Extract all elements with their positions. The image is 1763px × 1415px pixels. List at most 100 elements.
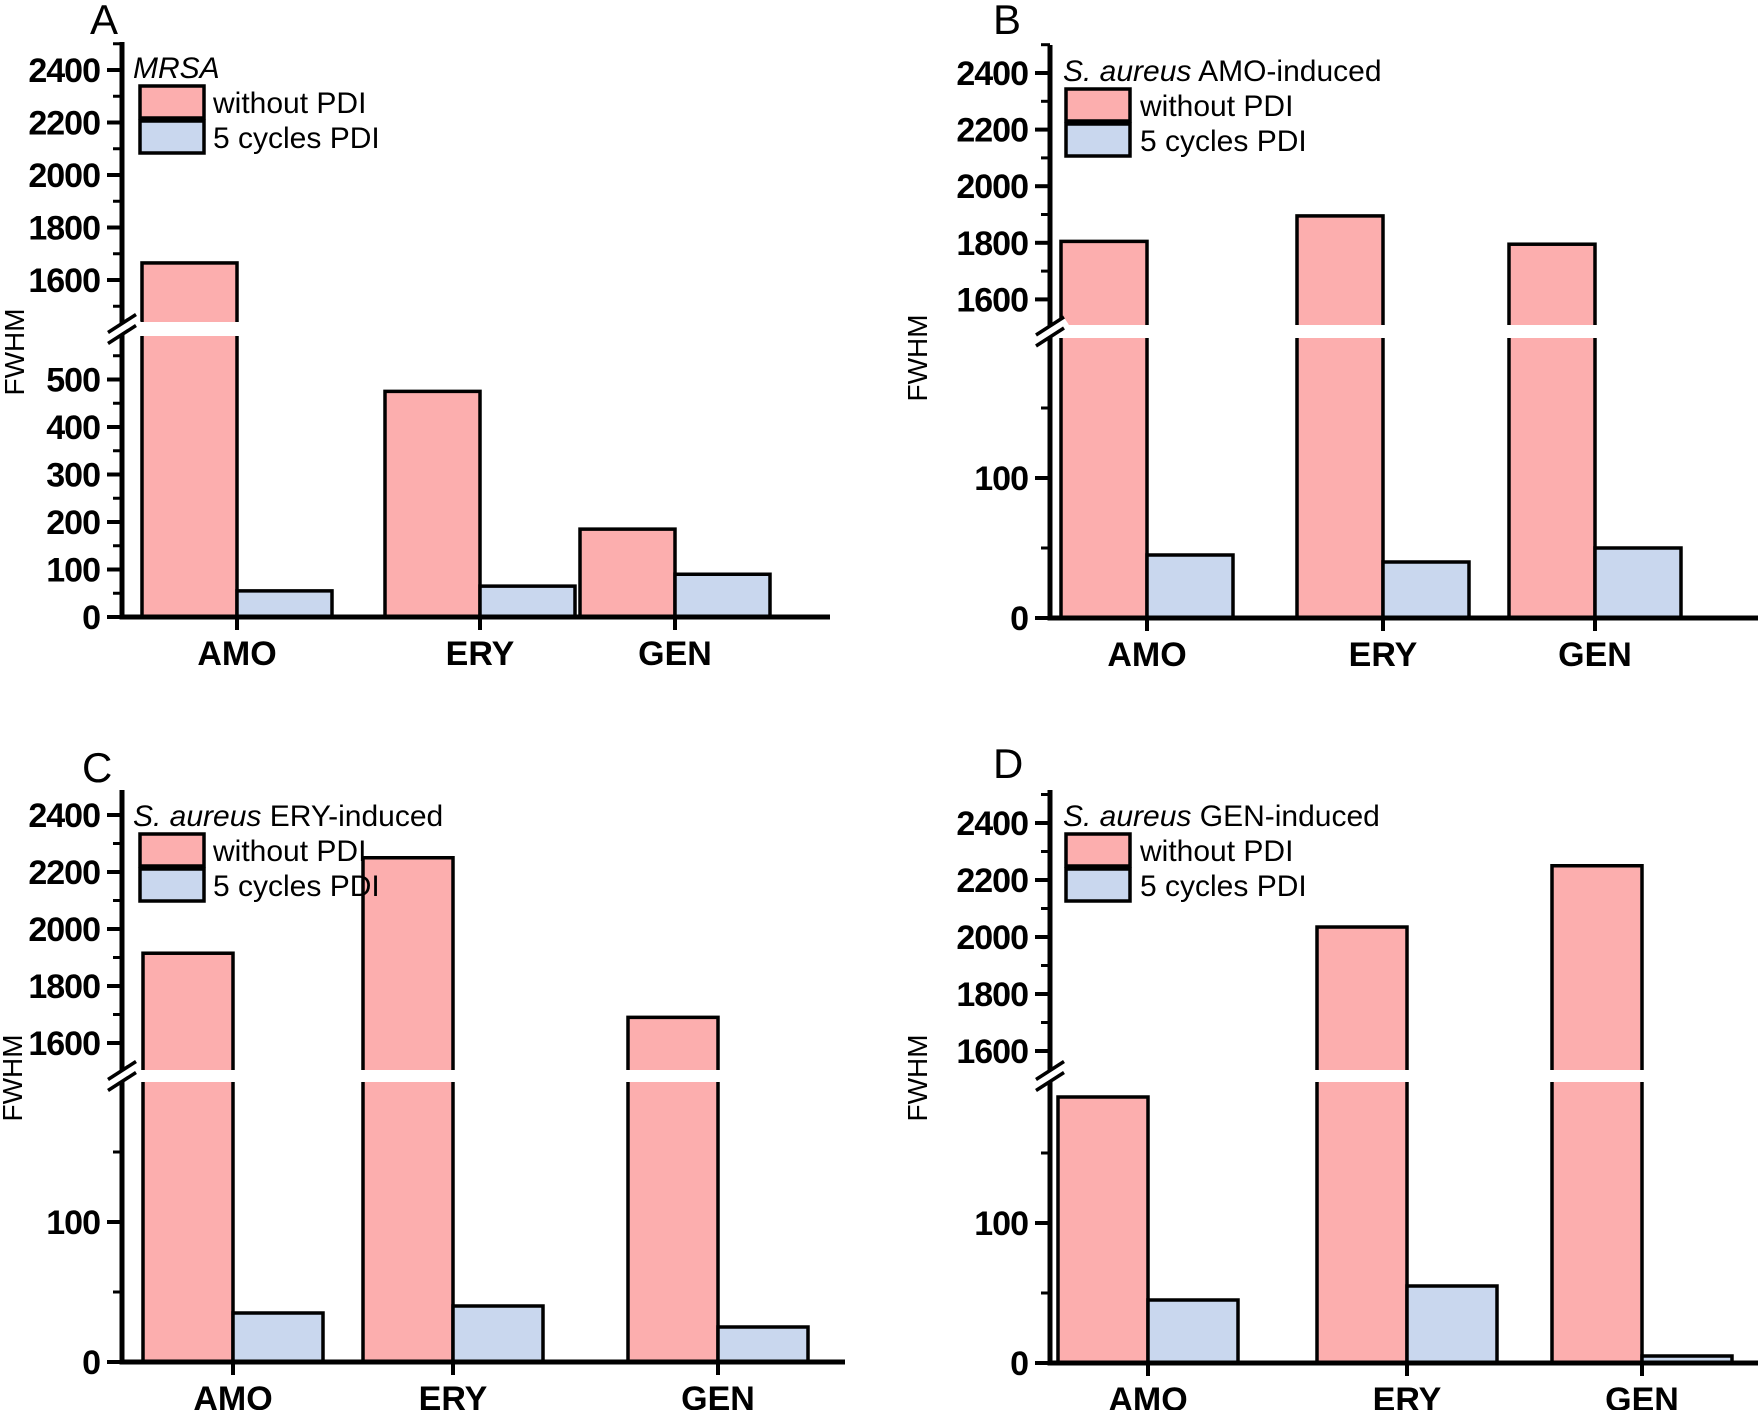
axis-break-gap-ery — [1314, 1070, 1410, 1082]
x-category-label: ERY — [1373, 1381, 1442, 1410]
panel-title: S. aureus GEN-induced — [1063, 800, 1380, 833]
bar-amo-5-cycles-pdi — [235, 589, 334, 619]
axis-break-eraser — [1031, 1060, 1069, 1092]
axis-break-slash-1 — [107, 1060, 137, 1081]
y-tick-label: 2200 — [956, 112, 1028, 150]
bar-ery-without-pdi — [361, 856, 455, 1364]
panel-letter: D — [993, 740, 1023, 787]
legend-label-5-cycles-pdi: 5 cycles PDI — [213, 122, 380, 155]
axis-break-eraser — [1031, 316, 1069, 347]
y-tick-label: 2400 — [956, 55, 1028, 93]
bar-ery-5-cycles-pdi — [478, 584, 577, 619]
x-category-label: ERY — [1349, 636, 1418, 674]
bar-ery-5-cycles-pdi — [1381, 560, 1471, 620]
y-tick-label: 1600 — [28, 262, 100, 300]
legend-label-5-cycles-pdi: 5 cycles PDI — [1140, 125, 1307, 158]
panel-letter: C — [82, 744, 112, 791]
legend-label-without-pdi: without PDI — [212, 835, 366, 868]
y-tick-label: 1800 — [956, 225, 1028, 263]
y-axis-title: FWHM — [0, 308, 30, 395]
legend-swatch-without-pdi — [138, 84, 206, 120]
x-category-label: AMO — [1107, 636, 1186, 674]
y-tick-label: 1600 — [956, 281, 1028, 319]
axis-break-slash-2 — [107, 1071, 137, 1092]
bar-amo-5-cycles-pdi — [1146, 1298, 1240, 1365]
bar-ery-without-pdi — [383, 389, 482, 619]
y-tick-label: 200 — [46, 504, 100, 542]
y-tick-label: 2000 — [28, 911, 100, 949]
y-tick-label: 100 — [46, 1204, 100, 1242]
y-tick-label: 1600 — [28, 1025, 100, 1063]
legend-swatch-without-pdi — [1064, 87, 1132, 123]
x-category-label: GEN — [1605, 1381, 1679, 1410]
bar-amo-5-cycles-pdi — [1145, 553, 1235, 620]
x-category-label: ERY — [419, 1380, 488, 1410]
axis-break-slash-1 — [1035, 315, 1065, 337]
axis-break-slash-1 — [107, 313, 137, 334]
x-category-label: AMO — [197, 635, 276, 673]
panel-A: 0 100 200 300 400 500 1600 1800 2000 2200 2400 AMO E… — [0, 0, 830, 673]
legend-swatch-5-cycles-pdi — [1064, 122, 1132, 158]
bar-amo-without-pdi — [1059, 239, 1149, 620]
bar-amo-without-pdi — [140, 261, 239, 619]
axis-break-gap-ery — [1294, 325, 1386, 338]
legend-label-without-pdi: without PDI — [1139, 835, 1293, 868]
y-tick-label: 0 — [82, 1344, 100, 1382]
axis-break-gap-gen — [1506, 325, 1598, 338]
y-axis-title: FWHM — [902, 1034, 933, 1121]
bar-gen-5-cycles-pdi — [673, 572, 772, 619]
bar-gen-without-pdi — [1507, 242, 1597, 620]
y-tick-label: 400 — [46, 409, 100, 447]
axis-break-gap-amo — [139, 322, 240, 336]
panel-B: 0 100 1600 1800 2000 2200 2400 AMO ERY GEN B S. aur… — [902, 0, 1758, 674]
bar-amo-without-pdi — [1056, 1095, 1150, 1365]
legend-swatch-5-cycles-pdi — [138, 867, 206, 903]
legend-swatch-without-pdi — [1064, 832, 1132, 868]
y-tick-label: 100 — [974, 460, 1028, 498]
axis-break-slash-2 — [107, 324, 137, 345]
bar-gen-5-cycles-pdi — [716, 1325, 810, 1364]
y-tick-label: 300 — [46, 457, 100, 495]
y-tick-label: 1800 — [28, 968, 100, 1006]
x-category-label: GEN — [681, 1380, 755, 1410]
y-tick-label: 2400 — [28, 797, 100, 835]
legend-label-without-pdi: without PDI — [1139, 90, 1293, 123]
legend-swatch-5-cycles-pdi — [138, 119, 206, 155]
legend-label-5-cycles-pdi: 5 cycles PDI — [1140, 870, 1307, 903]
legend-swatch-5-cycles-pdi — [1064, 867, 1132, 903]
bar-ery-without-pdi — [1315, 925, 1409, 1365]
bar-amo-5-cycles-pdi — [231, 1311, 325, 1364]
bar-gen-5-cycles-pdi — [1593, 546, 1683, 620]
axis-break-gap-ery — [360, 1070, 456, 1082]
y-tick-label: 500 — [46, 362, 100, 400]
y-tick-label: 1800 — [28, 210, 100, 248]
panel-title: MRSA — [133, 52, 220, 85]
y-tick-label: 1800 — [956, 976, 1028, 1014]
x-category-label: AMO — [1108, 1381, 1187, 1410]
y-tick-label: 2200 — [28, 105, 100, 143]
panel-C: 0 100 1600 1800 2000 2200 2400 AMO ERY GEN C S. aur… — [0, 744, 845, 1415]
axis-break-gap-amo — [140, 1070, 236, 1082]
axis-break-slash-1 — [1035, 1060, 1065, 1081]
y-tick-label: 2000 — [956, 919, 1028, 957]
y-tick-label: 2000 — [28, 157, 100, 195]
axis-break-slash-2 — [1035, 1071, 1065, 1092]
axis-break-eraser — [103, 313, 141, 345]
bar-amo-without-pdi — [141, 951, 235, 1364]
axis-break-gap-gen — [1549, 1070, 1645, 1082]
bar-gen-without-pdi — [626, 1015, 720, 1364]
y-tick-label: 2400 — [956, 805, 1028, 843]
y-tick-label: 100 — [46, 552, 100, 590]
panel-title: S. aureus ERY-induced — [133, 800, 443, 833]
panel-D: 0 100 1600 1800 2000 2200 2400 AMO ERY GEN D S. aur… — [902, 740, 1758, 1415]
panel-title: S. aureus AMO-induced — [1063, 55, 1382, 88]
y-tick-label: 1600 — [956, 1033, 1028, 1071]
panel-letter: A — [90, 0, 118, 43]
y-axis-title: FWHM — [0, 1034, 28, 1121]
legend-label-5-cycles-pdi: 5 cycles PDI — [213, 870, 380, 903]
bar-gen-without-pdi — [578, 527, 677, 619]
axis-break-eraser — [103, 1060, 141, 1092]
